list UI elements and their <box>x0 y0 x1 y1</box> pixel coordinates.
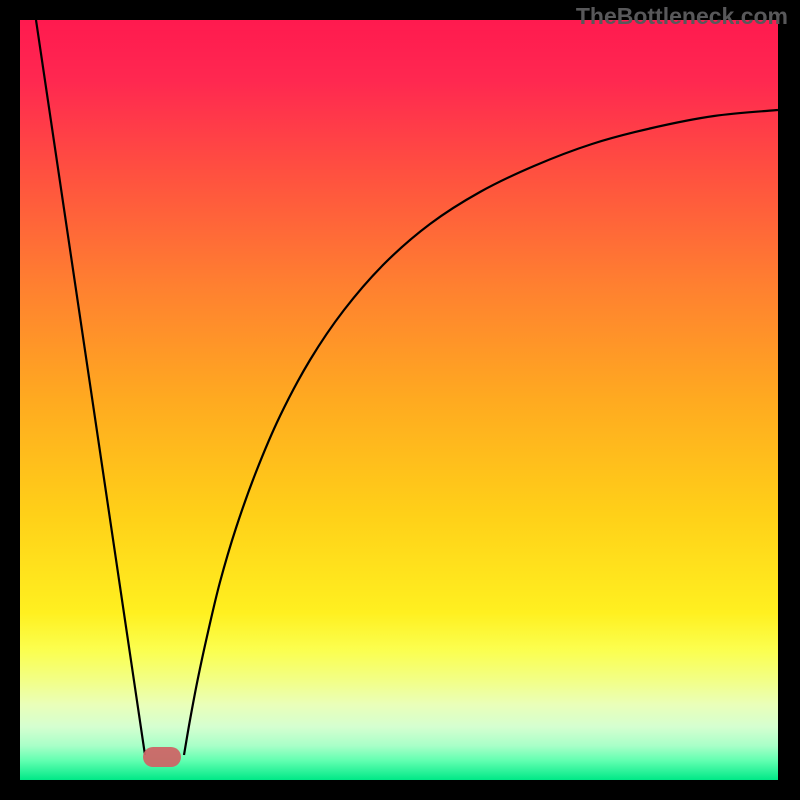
plot-area <box>20 20 778 780</box>
left-v-line <box>36 20 145 755</box>
curves-layer <box>20 20 778 780</box>
chart-container: TheBottleneck.com <box>0 0 800 800</box>
minimum-marker <box>143 747 181 767</box>
watermark-text: TheBottleneck.com <box>576 3 788 30</box>
right-curve <box>184 110 778 755</box>
